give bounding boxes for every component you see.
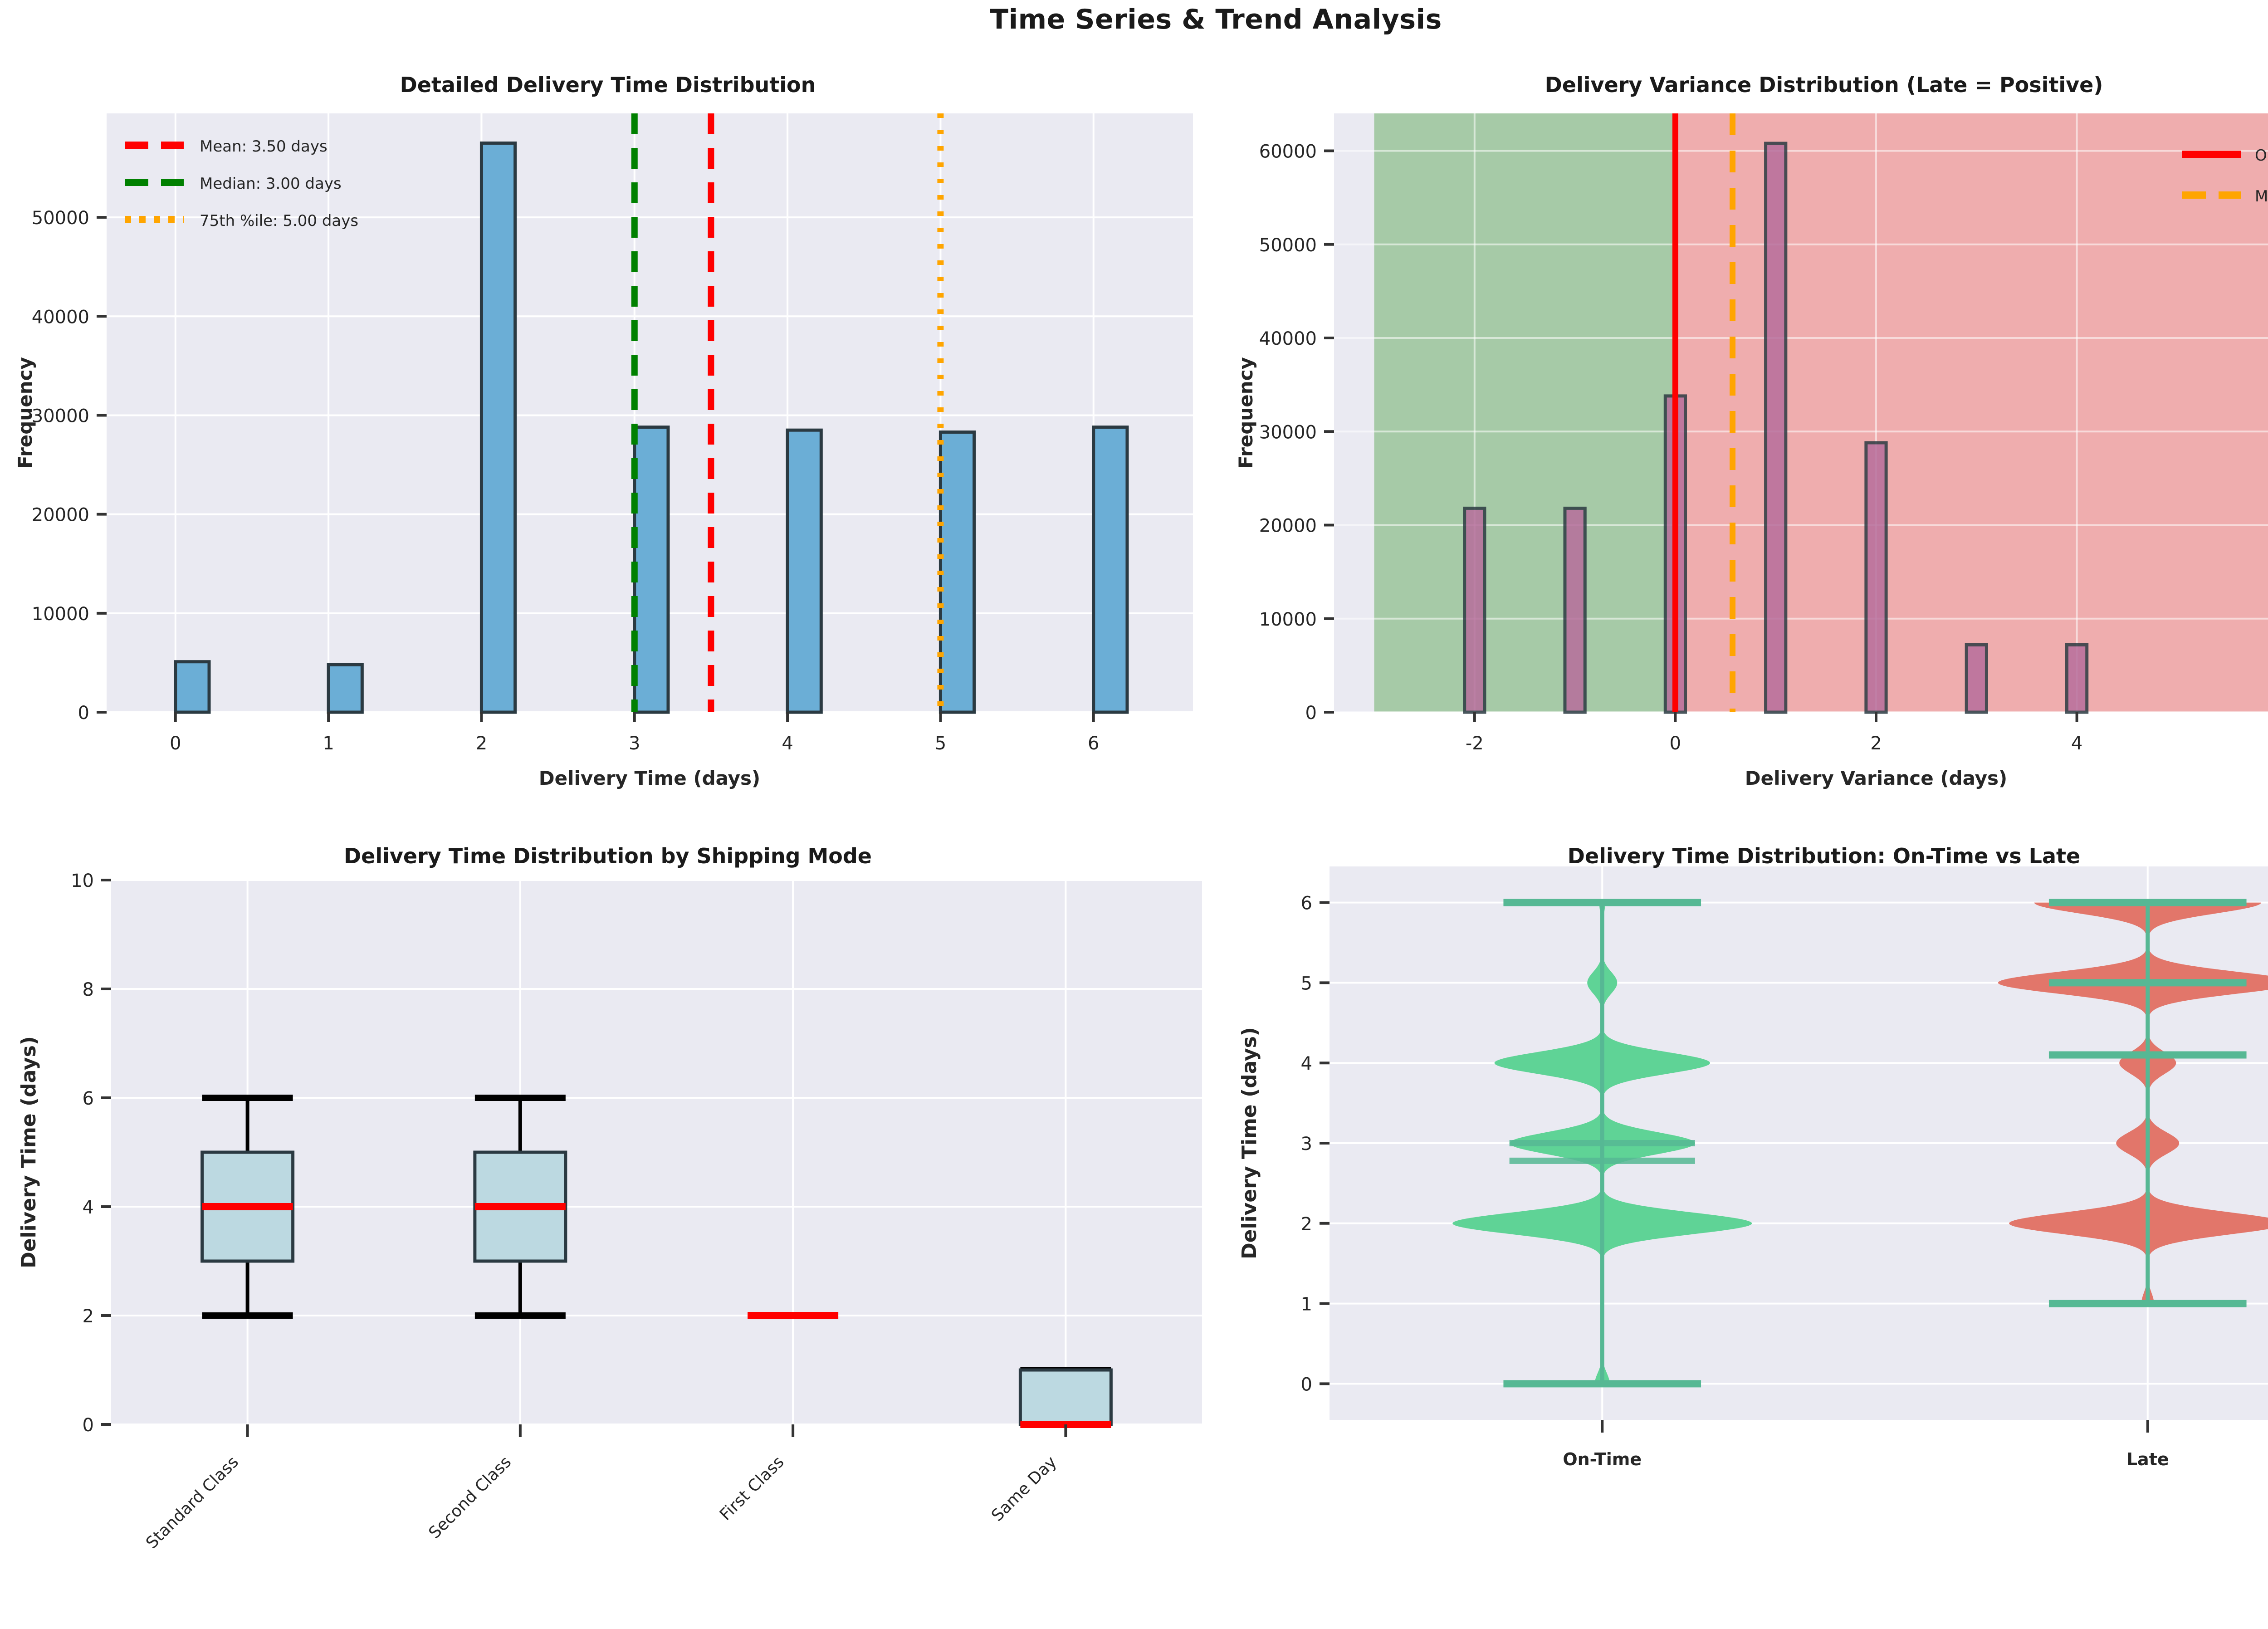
y-axis-label: Delivery Time (days) xyxy=(17,1036,40,1268)
y-tick-label: 10 xyxy=(71,871,94,891)
y-tick-label: 30000 xyxy=(32,406,89,426)
y-tick-label: 2 xyxy=(83,1306,94,1327)
chart-1-canvas: 0 10000 20000 30000 40000 50000 0 1 2 3 4 5 6 Deliver… xyxy=(14,113,1193,789)
y-tick-label: 1 xyxy=(1301,1294,1312,1315)
x-tick-label: 0 xyxy=(1670,733,1681,754)
histogram-bar xyxy=(786,428,823,714)
violin-on-time xyxy=(1452,899,1752,1388)
shaded-region-on-time-region xyxy=(1374,113,1676,712)
boxplot-second-class xyxy=(473,1095,567,1319)
y-tick-label: 0 xyxy=(83,1415,94,1436)
x-category-label: Same Day xyxy=(988,1453,1061,1525)
y-tick-label: 60000 xyxy=(1259,142,1317,162)
y-tick-label: 20000 xyxy=(32,505,89,526)
violin-late xyxy=(1998,899,2268,1307)
y-tick-label: 20000 xyxy=(1259,516,1317,537)
chart-title-1: Detailed Delivery Time Distribution xyxy=(400,73,816,97)
panel-ontime-vs-late-violin: Delivery Time Distribution: On-Time vs L… xyxy=(1216,835,2268,1629)
y-axis-label: Frequency xyxy=(14,357,36,469)
histogram-bar xyxy=(1563,506,1587,714)
x-tick-label: 1 xyxy=(323,733,334,754)
y-tick-label: 0 xyxy=(1305,703,1317,724)
chart-3-canvas: 0 2 4 6 8 10 Delivery Time (days) Standard Clas… xyxy=(17,871,1202,1552)
legend-label: Mean: 3.50 days xyxy=(200,137,327,156)
figure-suptitle: Time Series & Trend Analysis xyxy=(990,4,1442,35)
legend-label: Median: 3.00 days xyxy=(200,175,342,193)
x-category-label: Standard Class xyxy=(142,1453,242,1552)
x-tick-label: 5 xyxy=(935,733,946,754)
x-tick-label: 0 xyxy=(170,733,181,754)
histogram-bar xyxy=(174,660,211,714)
y-tick-label: 0 xyxy=(78,703,89,724)
x-tick-label: -2 xyxy=(1466,733,1484,754)
boxplot-standard-class xyxy=(200,1095,295,1319)
histogram-bar xyxy=(1965,643,1988,714)
chart-2-canvas: 0100002000030000400005000060000-20246Del… xyxy=(1235,113,2268,789)
histogram-bar xyxy=(1463,506,1486,714)
histogram-bar xyxy=(1864,441,1888,714)
y-tick-label: 50000 xyxy=(32,208,89,229)
y-tick-label: 10000 xyxy=(32,604,89,625)
panel-delivery-time-histogram: Detailed Delivery Time Distribution 0 100… xyxy=(0,59,1216,830)
y-tick-label: 3 xyxy=(1301,1134,1312,1154)
y-tick-label: 40000 xyxy=(1259,328,1317,349)
histogram-bar xyxy=(479,141,517,714)
histogram-bar xyxy=(327,663,364,714)
y-tick-label: 2 xyxy=(1301,1214,1312,1235)
histogram-bar xyxy=(938,430,976,714)
y-tick-label: 4 xyxy=(1301,1053,1312,1074)
y-axis-label: Delivery Time (days) xyxy=(1238,1027,1261,1259)
x-tick-label: 6 xyxy=(1088,733,1099,754)
x-axis-label: Delivery Variance (days) xyxy=(1745,767,2008,789)
x-tick-label: 2 xyxy=(476,733,487,754)
x-tick-label: 4 xyxy=(782,733,793,754)
x-category-label: First Class xyxy=(716,1453,788,1524)
histogram-bar xyxy=(633,426,670,714)
x-category-label: On-Time xyxy=(1563,1449,1642,1469)
chart-title-2: Delivery Variance Distribution (Late = P… xyxy=(1545,73,2103,97)
y-tick-label: 8 xyxy=(83,979,94,1000)
y-tick-label: 50000 xyxy=(1259,235,1317,256)
y-tick-label: 6 xyxy=(83,1088,94,1109)
histogram-bar xyxy=(1092,426,1129,714)
box xyxy=(1018,1368,1113,1426)
legend-label: Mean: 0.57 days xyxy=(2255,187,2268,205)
x-tick-label: 2 xyxy=(1870,733,1882,754)
y-tick-label: 4 xyxy=(83,1197,94,1218)
x-tick-label: 4 xyxy=(2071,733,2082,754)
y-tick-label: 6 xyxy=(1301,893,1312,914)
y-tick-label: 40000 xyxy=(32,307,89,328)
boxplot-same-day xyxy=(1018,1367,1113,1428)
x-category-label: Second Class xyxy=(425,1453,515,1542)
chart-4-canvas: 0 1 2 3 4 5 6 Delivery Time (days) On-Time Late xyxy=(1238,866,2268,1469)
chart-title-4: Delivery Time Distribution: On-Time vs L… xyxy=(1567,844,2081,868)
y-tick-label: 30000 xyxy=(1259,422,1317,443)
y-tick-label: 0 xyxy=(1301,1374,1312,1395)
legend-label: On-Time Threshold xyxy=(2255,147,2268,165)
panel-shipping-mode-boxplot: Delivery Time Distribution by Shipping M… xyxy=(0,835,1216,1629)
chart-title-3: Delivery Time Distribution by Shipping M… xyxy=(343,844,872,868)
y-tick-label: 10000 xyxy=(1259,609,1317,630)
legend-label: 75th %ile: 5.00 days xyxy=(200,212,358,230)
x-axis-label: Delivery Time (days) xyxy=(539,767,761,789)
x-tick-label: 3 xyxy=(629,733,640,754)
y-axis-label: Frequency xyxy=(1235,357,1257,469)
histogram-bar xyxy=(1764,142,1788,714)
panel-delivery-variance-histogram: Delivery Variance Distribution (Late = P… xyxy=(1216,59,2268,830)
histogram-bar xyxy=(2065,643,2089,714)
x-category-label: Late xyxy=(2126,1449,2169,1469)
y-tick-label: 5 xyxy=(1301,973,1312,994)
